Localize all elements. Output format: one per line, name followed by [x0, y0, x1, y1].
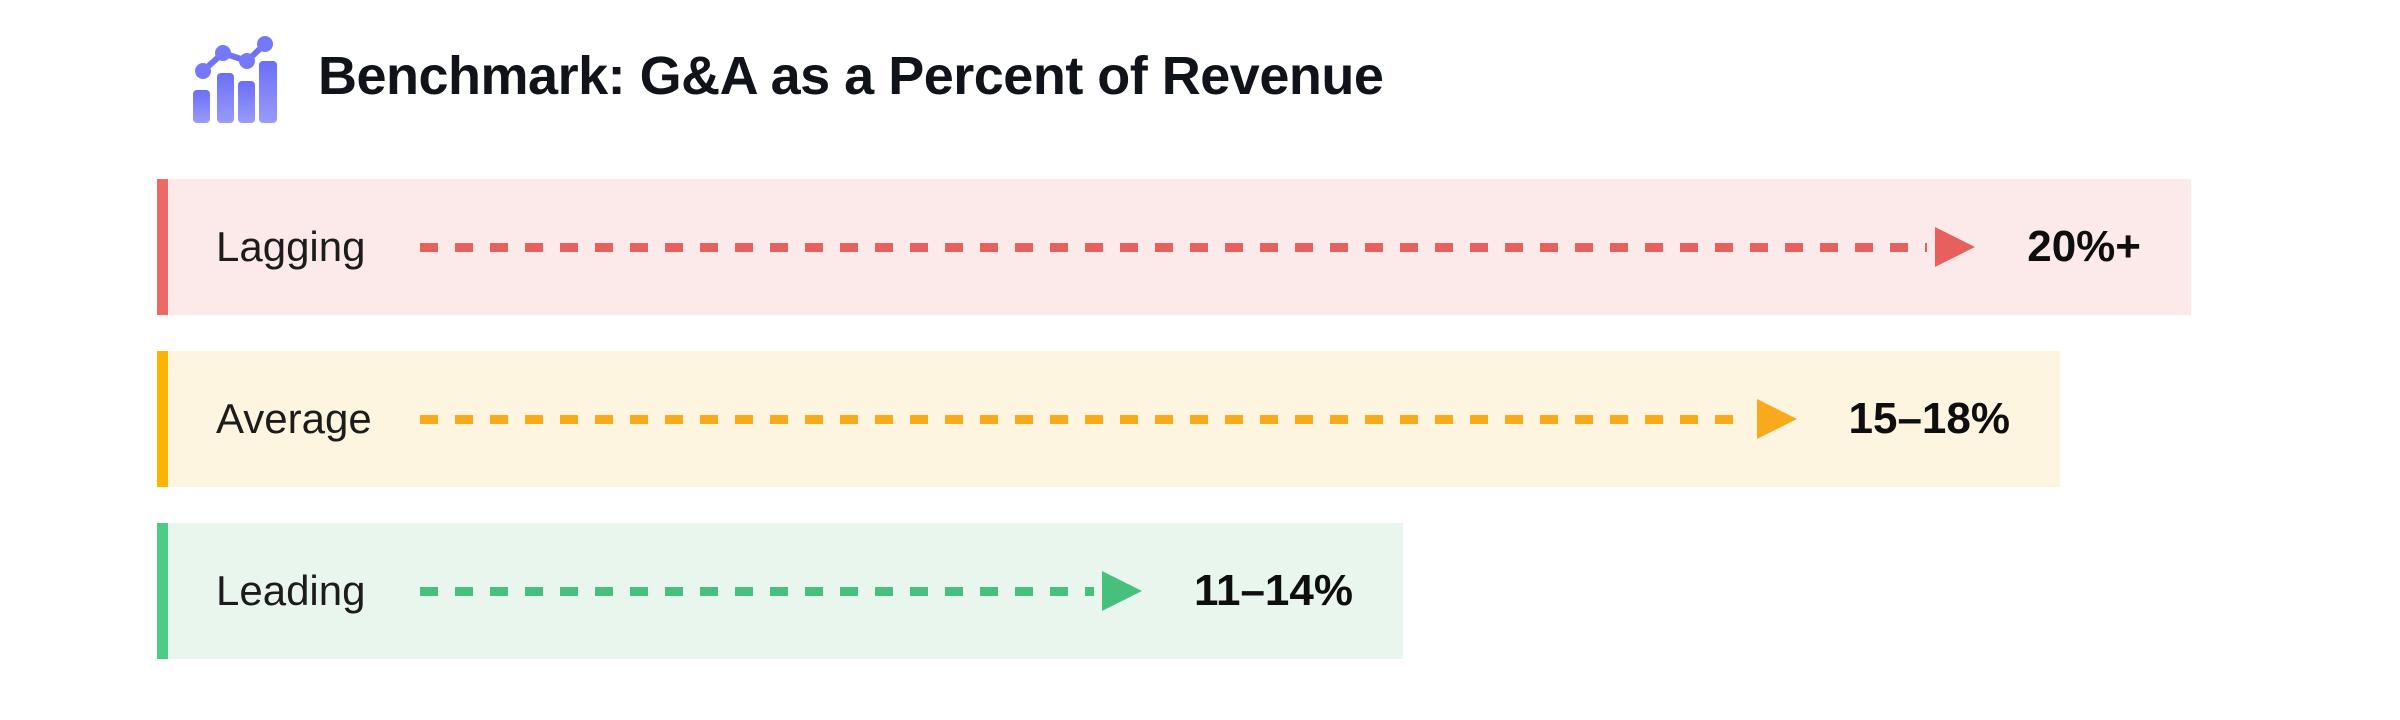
dashed-arrow — [420, 399, 1797, 439]
bar-chart-icon — [193, 36, 277, 123]
page-title: Benchmark: G&A as a Percent of Revenue — [318, 45, 1384, 106]
benchmark-row-lagging: Lagging 20%+ — [157, 179, 2191, 315]
dashed-arrow — [420, 227, 1976, 267]
row-value: 15–18% — [1848, 394, 2010, 443]
arrow-head-icon — [1101, 571, 1142, 611]
row-label: Lagging — [216, 223, 366, 270]
row-label: Leading — [216, 567, 366, 614]
chart-header: Benchmark: G&A as a Percent of Revenue — [175, 28, 1384, 123]
dashed-arrow — [420, 571, 1142, 611]
row-label: Average — [216, 395, 372, 442]
benchmark-row-average: Average 15–18% — [157, 351, 2060, 487]
row-value: 11–14% — [1193, 566, 1353, 615]
benchmark-row-leading: Leading 11–14% — [157, 523, 1403, 659]
arrow-head-icon — [1756, 399, 1797, 439]
row-value: 20%+ — [2027, 222, 2141, 271]
arrow-head-icon — [1935, 227, 1976, 267]
dashed-line — [420, 242, 1928, 252]
dashed-line — [420, 586, 1094, 596]
benchmark-chart: Lagging 20%+ Average 15–18% Leading 11–1… — [157, 179, 2191, 695]
dashed-line — [420, 414, 1749, 424]
